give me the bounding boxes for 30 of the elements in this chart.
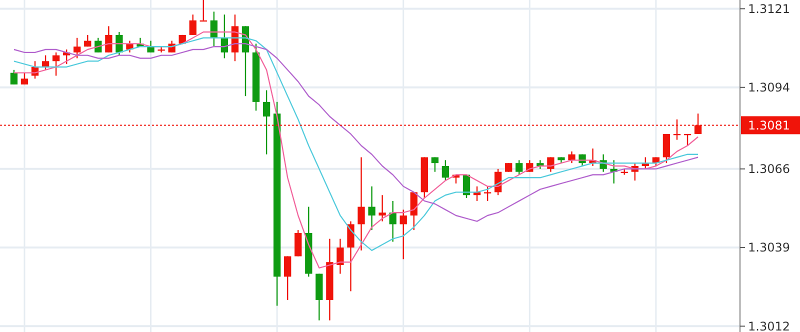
candlestick [336,238,344,274]
candlestick [262,90,270,155]
y-tick-label: 1.3121 [748,2,790,16]
candlestick [189,14,196,36]
candlestick [52,52,60,76]
candlestick [210,11,218,48]
candlestick [400,209,407,260]
candlestick [568,150,576,164]
candlestick [662,133,670,164]
candlestick [105,26,112,54]
candlestick [74,37,81,59]
candlestick [147,40,154,54]
candlestick [20,72,28,86]
candlestick [358,156,365,252]
y-tick-label: 1.3094 [748,80,790,95]
candlestick [42,54,50,70]
y-tick-label: 1.3012 [748,319,790,332]
candlestick [442,160,450,182]
y-tick-label: 1.3039 [748,240,790,255]
candlestick [10,69,18,86]
candlestick [378,194,386,222]
candlestick [516,160,523,176]
candlestick [431,156,439,172]
candlestick [368,186,376,231]
candlestick [284,256,292,301]
candlestick [294,229,302,257]
candlestick [484,186,492,202]
ref-line-label: 1.3081 [748,118,790,133]
candlestick [347,220,354,292]
y-tick-label: 1.3066 [748,162,790,176]
